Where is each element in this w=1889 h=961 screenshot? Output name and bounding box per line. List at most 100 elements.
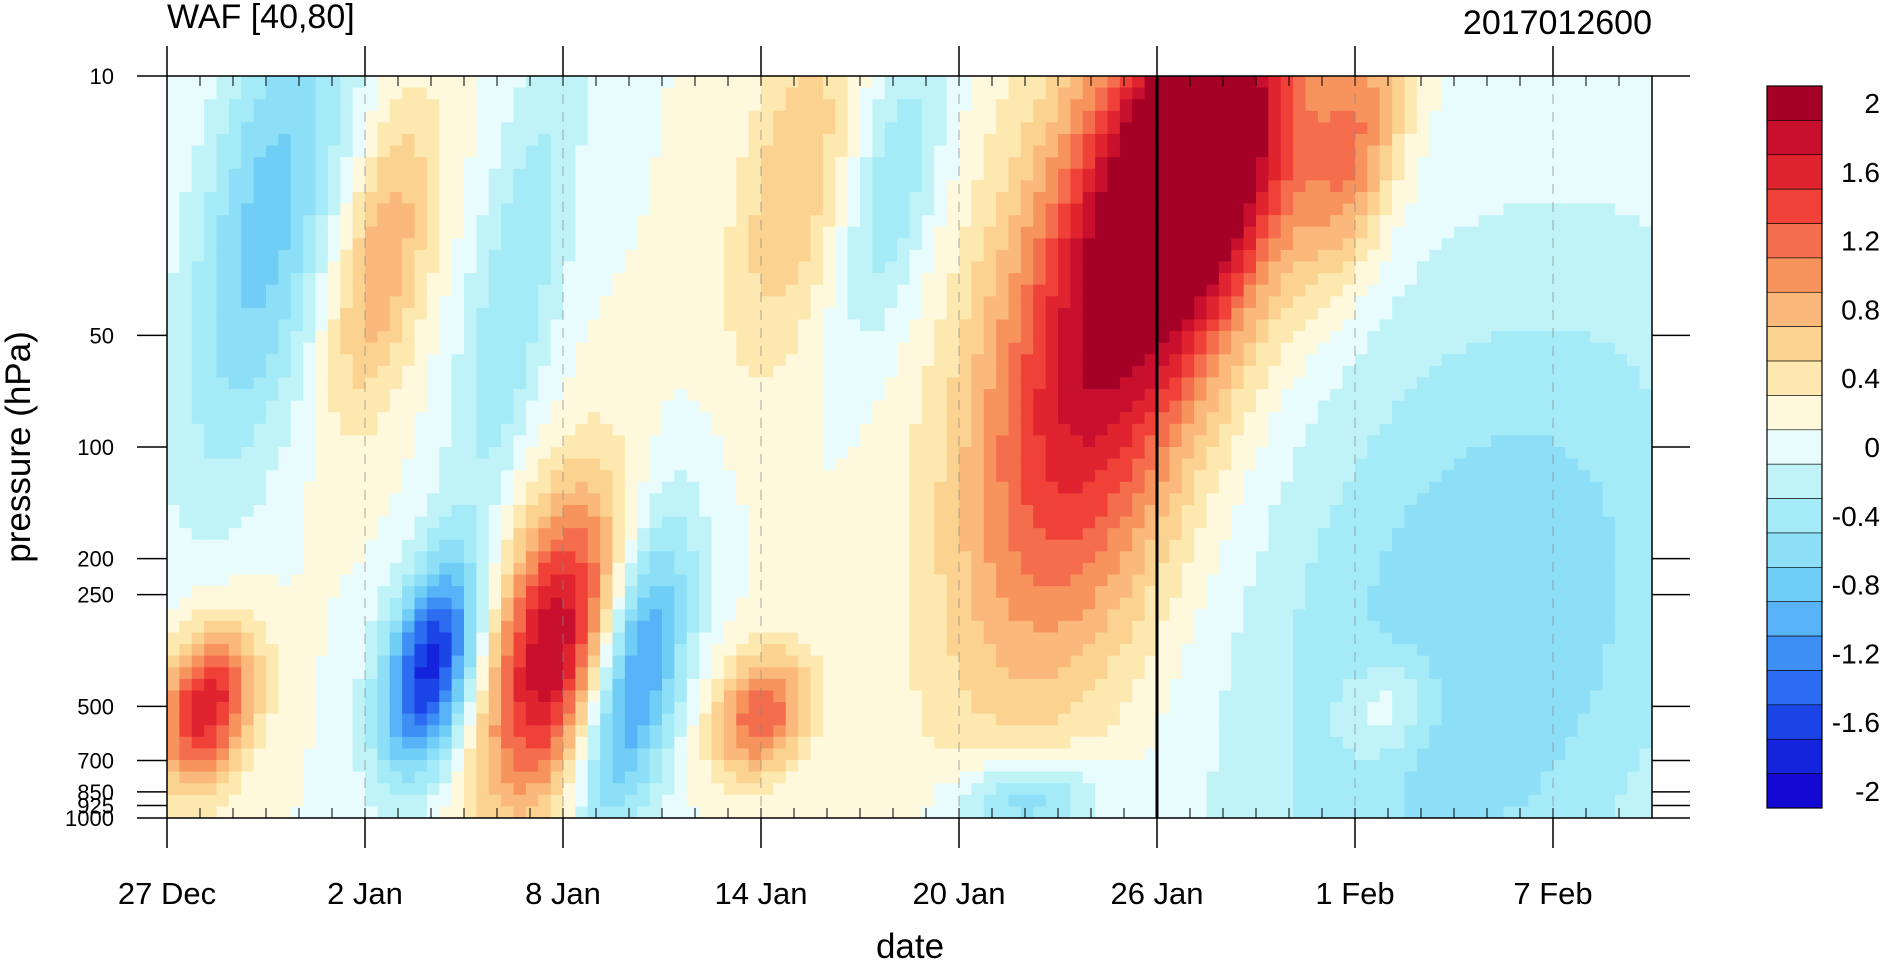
heatmap-cell — [1119, 133, 1133, 147]
heatmap-cell — [1020, 400, 1034, 413]
heatmap-cell — [216, 122, 230, 135]
heatmap-cell — [1020, 122, 1034, 135]
heatmap-cell — [476, 806, 490, 818]
heatmap-cell — [897, 609, 911, 622]
heatmap-cell — [191, 470, 205, 483]
heatmap-cell — [748, 400, 762, 413]
heatmap-cell — [389, 307, 403, 321]
heatmap-cell — [216, 261, 230, 274]
heatmap-cell — [488, 180, 502, 193]
heatmap-cell — [303, 319, 317, 332]
heatmap-cell — [241, 87, 255, 100]
heatmap-cell — [389, 504, 403, 518]
heatmap-cell — [959, 331, 972, 344]
heatmap-cell — [835, 261, 849, 274]
heatmap-cell — [377, 655, 391, 668]
heatmap-cell — [612, 365, 626, 379]
heatmap-cell — [773, 678, 787, 692]
heatmap-cell — [1008, 620, 1022, 634]
heatmap-cell — [501, 261, 515, 274]
heatmap-cell — [278, 191, 292, 205]
heatmap-cell — [216, 342, 230, 355]
heatmap-cell — [426, 667, 440, 680]
heatmap-cell — [822, 412, 836, 425]
heatmap-cell — [414, 806, 428, 818]
heatmap-cell — [699, 435, 713, 448]
heatmap-cell — [389, 238, 403, 251]
heatmap-cell — [711, 412, 725, 425]
heatmap-cell — [723, 191, 737, 205]
heatmap-cell — [1045, 133, 1059, 147]
heatmap-cell — [315, 261, 329, 274]
heatmap-cell — [488, 447, 502, 460]
heatmap-cell — [1119, 412, 1133, 425]
heatmap-cell — [897, 249, 911, 263]
heatmap-cell — [649, 794, 663, 807]
heatmap-cell — [773, 435, 787, 448]
heatmap-cell — [327, 562, 341, 576]
heatmap-cell — [340, 110, 354, 123]
heatmap-cell — [365, 99, 378, 112]
heatmap-cell — [365, 389, 378, 402]
heatmap-cell — [983, 389, 997, 402]
heatmap-cell — [1119, 597, 1133, 610]
heatmap-cell — [525, 655, 539, 668]
heatmap-cell — [921, 191, 935, 205]
heatmap-cell — [897, 226, 911, 239]
heatmap-cell — [736, 249, 750, 263]
heatmap-cell — [600, 528, 614, 541]
heatmap-cell — [266, 435, 279, 448]
heatmap-cell — [860, 539, 873, 552]
heatmap-cell — [921, 586, 935, 599]
heatmap-cell — [414, 284, 428, 297]
heatmap-cell — [662, 551, 675, 564]
heatmap-cell — [637, 203, 651, 216]
heatmap-cell — [179, 493, 193, 506]
heatmap-cell — [389, 447, 403, 460]
heatmap-cell — [451, 145, 465, 158]
heatmap-cell — [377, 377, 391, 390]
heatmap-cell — [414, 609, 428, 622]
heatmap-cell — [513, 528, 527, 541]
heatmap-cell — [872, 794, 886, 807]
heatmap-cell — [649, 597, 663, 610]
heatmap-cell — [810, 458, 824, 471]
heatmap-cell — [662, 435, 675, 448]
heatmap-cell — [946, 655, 960, 668]
heatmap-cell — [253, 725, 267, 738]
heatmap-cell — [600, 389, 614, 402]
heatmap-cell — [476, 690, 490, 703]
heatmap-cell — [476, 771, 490, 784]
heatmap-cell — [884, 736, 898, 750]
heatmap-cell — [971, 342, 985, 355]
heatmap-cell — [798, 771, 812, 784]
heatmap-cell — [860, 632, 873, 645]
heatmap-cell — [934, 562, 948, 576]
heatmap-cell — [600, 736, 614, 750]
heatmap-cell — [761, 226, 774, 239]
heatmap-cell — [1095, 447, 1109, 460]
heatmap-cell — [439, 435, 453, 448]
heatmap-cell — [476, 470, 490, 483]
heatmap-cell — [266, 447, 279, 460]
heatmap-cell — [204, 516, 218, 529]
heatmap-cell — [822, 389, 836, 402]
heatmap-cell — [303, 794, 317, 807]
heatmap-cell — [736, 238, 750, 251]
heatmap-cell — [278, 736, 292, 750]
heatmap-cell — [1008, 632, 1022, 645]
heatmap-cell — [1095, 180, 1109, 193]
heatmap-cell — [860, 412, 873, 425]
heatmap-cell — [241, 389, 255, 402]
heatmap-cell — [501, 447, 515, 460]
heatmap-cell — [1008, 284, 1022, 297]
heatmap-cell — [959, 423, 972, 436]
heatmap-cell — [686, 168, 700, 181]
heatmap-cell — [996, 644, 1010, 657]
heatmap-cell — [921, 377, 935, 390]
heatmap-cell — [822, 110, 836, 123]
heatmap-cell — [884, 667, 898, 680]
heatmap-cell — [674, 447, 688, 460]
heatmap-cell — [204, 458, 218, 471]
heatmap-cell — [785, 168, 799, 181]
